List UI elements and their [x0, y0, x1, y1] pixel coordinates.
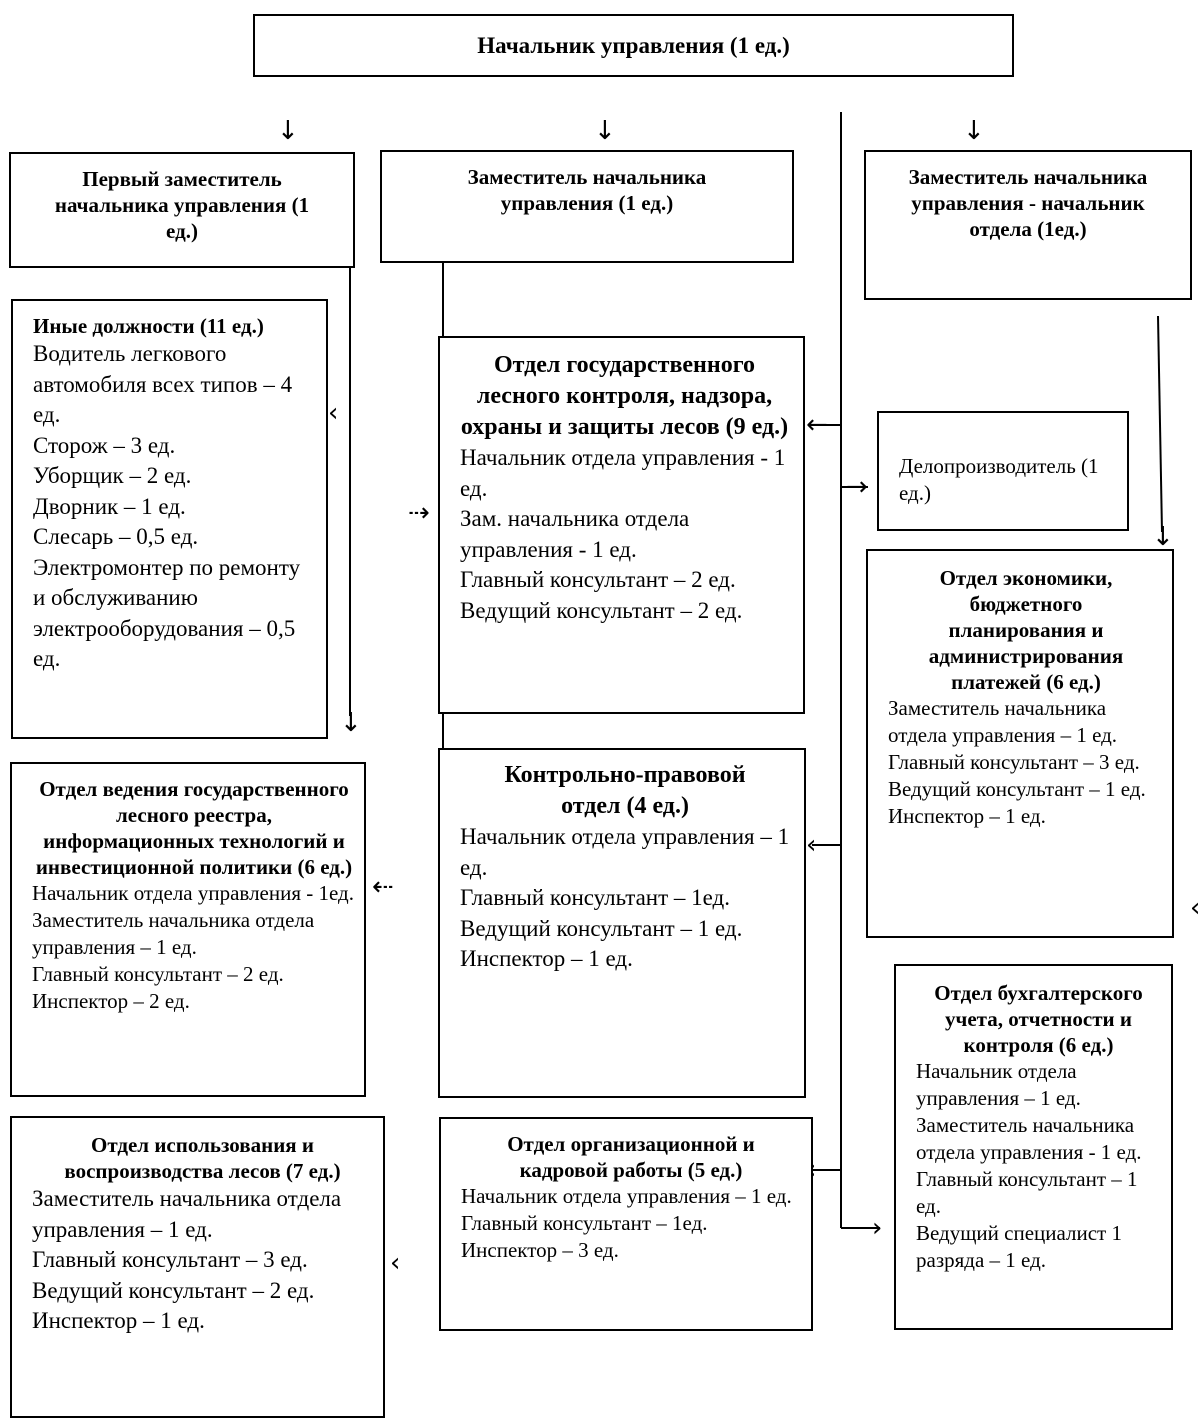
- arrow-down-icon: ↓: [340, 708, 362, 738]
- deputy-first-box: Первый заместитель начальника управления…: [9, 152, 355, 268]
- economy-dept-box: Отдел экономики, бюджетного планирования…: [866, 549, 1174, 938]
- list-item: Главный консультант – 1ед.: [460, 885, 730, 910]
- list-item: Инспектор – 2 ед.: [32, 989, 190, 1013]
- arrow-right-icon: →: [846, 472, 868, 502]
- list-item: Главный консультант – 3 ед.: [888, 750, 1140, 774]
- list-item: Инспектор – 3 ед.: [461, 1238, 619, 1262]
- list-item: Главный консультант – 2 ед.: [32, 962, 284, 986]
- list-item: Начальник отдела управления – 1 ед.: [461, 1184, 792, 1208]
- list-item: Заместитель начальника отдела управления…: [916, 1113, 1142, 1164]
- list-item: Главный консультант – 1ед.: [461, 1211, 708, 1235]
- clerk-box: Делопроизводитель (1 ед.): [877, 411, 1129, 531]
- hr-dept-box: Отдел организационной и кадровой работы …: [439, 1117, 813, 1331]
- list-item: Ведущий консультант – 2 ед.: [32, 1277, 315, 1303]
- arrow-left-icon: ‹: [390, 1248, 401, 1278]
- legal-dept-title: Контрольно-правовой отдел (4 ед.): [504, 762, 746, 819]
- list-item: Инспектор – 1 ед.: [32, 1308, 205, 1333]
- list-item: Инспектор – 1 ед.: [460, 946, 633, 971]
- forest-control-dept-title: Отдел государственного лесного контроля,…: [460, 352, 789, 440]
- list-item: Сторож – 3 ед.: [33, 432, 176, 458]
- list-item: Главный консультант – 1 ед.: [916, 1167, 1138, 1218]
- registry-dept-box: Отдел ведения государственного лесного р…: [10, 762, 366, 1097]
- hr-dept-title: Отдел организационной и кадровой работы …: [507, 1132, 755, 1182]
- list-item: Дворник – 1 ед.: [33, 493, 186, 519]
- list-item: Начальник отдела управления - 1 ед.: [460, 445, 786, 501]
- forest-control-dept-box: Отдел государственного лесного контроля,…: [438, 336, 805, 714]
- other-positions-title: Иные должности (11 ед.): [33, 314, 264, 338]
- arrow-left-icon: ‹: [328, 398, 339, 428]
- list-item: Ведущий консультант – 2 ед.: [460, 597, 743, 623]
- list-item: Зам. начальника отдела управления - 1 ед…: [460, 506, 690, 562]
- legal-dept-box: Контрольно-правовой отдел (4 ед.) Началь…: [438, 748, 806, 1098]
- list-item: Уборщик – 2 ед.: [33, 463, 192, 488]
- arrow-right-icon: ⇢: [408, 498, 430, 528]
- list-item: Главный консультант – 2 ед.: [460, 567, 736, 592]
- list-item: Начальник отдела управления – 1 ед.: [916, 1059, 1081, 1110]
- arrow-down-icon: ↓: [277, 116, 299, 146]
- head-box: Начальник управления (1 ед.): [253, 14, 1014, 77]
- list-item: Заместитель начальника отдела управления…: [32, 908, 315, 959]
- clerk-title: Делопроизводитель (1 ед.): [899, 454, 1099, 505]
- accounting-dept-box: Отдел бухгалтерского учета, отчетности и…: [894, 964, 1173, 1330]
- economy-dept-title: Отдел экономики, бюджетного планирования…: [928, 566, 1124, 694]
- deputy-box: Заместитель начальника управления (1 ед.…: [380, 150, 794, 263]
- list-item: Водитель легкового автомобиля всех типов…: [33, 341, 293, 427]
- forest-usage-dept-box: Отдел использования и воспроизводства ле…: [10, 1116, 385, 1418]
- arrow-left-icon: ⇠: [372, 872, 394, 902]
- arrow-right-icon: ›: [872, 1213, 883, 1243]
- deputy-first-title: Первый заместитель начальника управления…: [54, 167, 310, 243]
- arrow-down-icon: ↓: [1152, 522, 1174, 552]
- deputy-head-of-dept-box: Заместитель начальника управления - нача…: [864, 150, 1192, 300]
- deputy-head-of-dept-title: Заместитель начальника управления - нача…: [908, 165, 1148, 241]
- other-positions-box: Иные должности (11 ед.) Водитель легково…: [11, 299, 328, 739]
- list-item: Заместитель начальника отдела управления…: [32, 1186, 342, 1242]
- list-item: Слесарь – 0,5 ед.: [33, 524, 199, 549]
- list-item: Ведущий специалист 1 разряда – 1 ед.: [916, 1221, 1122, 1272]
- arrow-down-icon: ↓: [594, 116, 616, 146]
- registry-dept-title: Отдел ведения государственного лесного р…: [35, 777, 353, 879]
- list-item: Ведущий консультант – 1 ед.: [888, 777, 1146, 801]
- arrow-left-icon: ‹: [806, 830, 817, 860]
- list-item: Главный консультант – 3 ед.: [32, 1247, 308, 1272]
- arrow-left-icon: ‹: [1190, 893, 1201, 923]
- deputy-title: Заместитель начальника управления (1 ед.…: [467, 165, 707, 215]
- arrow-left-icon: ←: [806, 410, 828, 440]
- list-item: Электромонтер по ремонту и обслуживанию …: [33, 554, 301, 672]
- head-title: Начальник управления (1 ед.): [477, 32, 790, 58]
- list-item: Ведущий консультант – 1 ед.: [460, 915, 743, 941]
- list-item: Начальник отдела управления - 1ед.: [32, 881, 354, 905]
- list-item: Начальник отдела управления – 1 ед.: [460, 824, 790, 880]
- arrow-down-icon: ↓: [963, 116, 985, 146]
- list-item: Инспектор – 1 ед.: [888, 804, 1046, 828]
- accounting-dept-title: Отдел бухгалтерского учета, отчетности и…: [934, 981, 1143, 1057]
- list-item: Заместитель начальника отдела управления…: [888, 696, 1118, 747]
- forest-usage-dept-title: Отдел использования и воспроизводства ле…: [64, 1133, 341, 1183]
